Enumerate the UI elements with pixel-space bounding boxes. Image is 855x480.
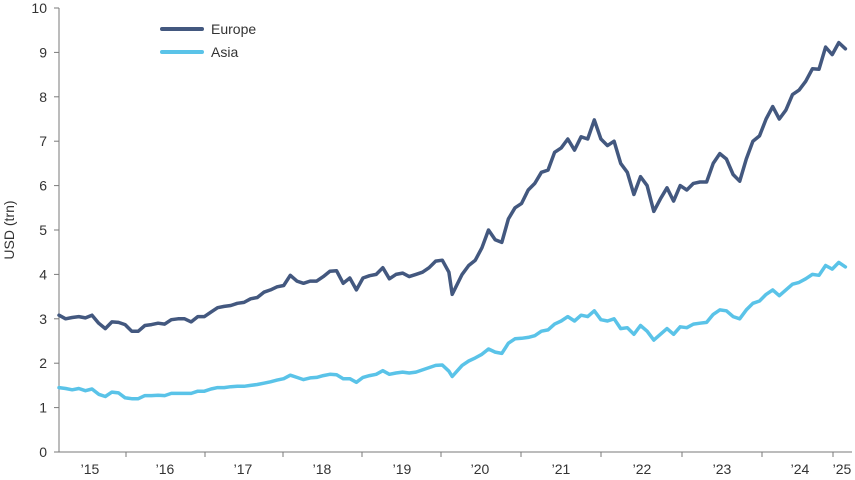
legend-label-asia: Asia <box>211 44 238 60</box>
x-tick-group: ’15 ’16 ’17 ’18 ’19 ’20 ’21 ’22 ’23 ’24 ’25 <box>81 452 852 477</box>
x-tick-label: ’21 <box>552 461 571 477</box>
y-tick-label: 7 <box>39 133 47 149</box>
y-tick-label: 0 <box>39 444 47 460</box>
y-tick-label: 2 <box>39 355 47 371</box>
y-tick-label: 5 <box>39 222 47 238</box>
series-line-asia <box>57 260 848 401</box>
y-axis-title: USD (trn) <box>1 200 17 259</box>
x-tick-label: ’25 <box>833 461 852 477</box>
y-tick-label: 4 <box>39 266 47 282</box>
y-tick-group: 0 1 2 3 4 5 6 7 8 9 10 <box>31 0 59 460</box>
y-tick-label: 8 <box>39 89 47 105</box>
x-tick-label: ’16 <box>156 461 175 477</box>
x-tick-label: ’23 <box>713 461 732 477</box>
x-tick-label: ’24 <box>791 461 810 477</box>
y-tick-label: 1 <box>39 400 47 416</box>
x-tick-label: ’20 <box>471 461 490 477</box>
y-tick-label: 10 <box>31 0 47 16</box>
series-line-europe <box>57 40 848 333</box>
y-tick-label: 9 <box>39 44 47 60</box>
y-tick-label: 3 <box>39 311 47 327</box>
x-tick-label: ’17 <box>234 461 253 477</box>
x-tick-label: ’15 <box>81 461 100 477</box>
y-tick-label: 6 <box>39 178 47 194</box>
x-tick-label: ’19 <box>393 461 412 477</box>
legend-item-asia: Asia <box>160 44 238 60</box>
legend: Europe Asia <box>160 21 256 60</box>
legend-label-europe: Europe <box>211 21 256 37</box>
x-tick-label: ’18 <box>313 461 332 477</box>
series-group <box>57 40 848 401</box>
legend-item-europe: Europe <box>160 21 256 37</box>
x-tick-label: ’22 <box>633 461 652 477</box>
